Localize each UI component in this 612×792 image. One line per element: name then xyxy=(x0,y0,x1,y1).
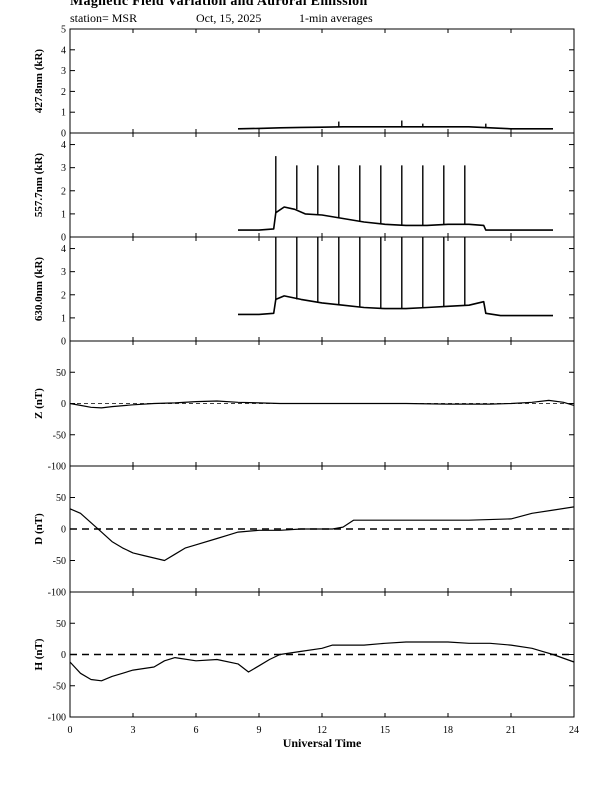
averaging-label: 1-min averages xyxy=(299,11,373,25)
panel-3-frame xyxy=(69,236,575,342)
figure-title: Magnetic Field Variation and Auroral Emi… xyxy=(70,0,368,9)
y-tick-label: 3 xyxy=(61,66,66,77)
panel-1-frame xyxy=(69,28,575,134)
y-tick-label: 0 xyxy=(61,399,66,410)
y-tick-label: 0 xyxy=(61,650,66,661)
y-tick-label: -100 xyxy=(48,588,66,599)
y-tick-label: 4 xyxy=(61,244,66,255)
panel-2-frame xyxy=(69,132,575,238)
y-tick-label: 0 xyxy=(61,233,66,244)
y-tick-label: 1 xyxy=(61,313,66,324)
y-tick-label: -50 xyxy=(53,681,66,692)
y-tick-label: -100 xyxy=(48,462,66,473)
x-tick-label: 3 xyxy=(131,725,136,736)
x-tick-label: 18 xyxy=(443,725,453,736)
y-tick-label: 2 xyxy=(61,186,66,197)
y-tick-label: 3 xyxy=(61,267,66,278)
y-tick-label: -100 xyxy=(48,713,66,724)
x-tick-label: 24 xyxy=(569,725,579,736)
panel-3-ylabel: 630.0nm (kR) xyxy=(33,257,45,322)
y-tick-label: 0 xyxy=(61,337,66,348)
panel-5-ylabel: D (nT) xyxy=(33,513,45,545)
y-tick-label: 4 xyxy=(61,140,66,151)
y-tick-label: 0 xyxy=(61,525,66,536)
y-tick-label: 5 xyxy=(61,25,66,36)
y-tick-label: 50 xyxy=(56,619,66,630)
x-axis-label: Universal Time xyxy=(283,736,362,750)
y-tick-label: 2 xyxy=(61,87,66,98)
station-label: station= MSR xyxy=(70,11,138,25)
y-tick-label: 0 xyxy=(61,129,66,140)
panel-1-series-1-line xyxy=(237,126,553,130)
y-tick-label: 50 xyxy=(56,493,66,504)
y-tick-label: 3 xyxy=(61,163,66,174)
panel-3-series-1-line xyxy=(238,295,553,317)
y-tick-label: 50 xyxy=(56,368,66,379)
panel-2-series-1-line xyxy=(238,206,553,231)
panel-2-ylabel: 557.7nm (kR) xyxy=(33,153,45,218)
y-tick-label: 2 xyxy=(61,290,66,301)
date-label: Oct, 15, 2025 xyxy=(196,11,262,25)
panel-1-ylabel: 427.8nm (kR) xyxy=(33,49,45,114)
x-tick-label: 9 xyxy=(257,725,262,736)
x-tick-label: 15 xyxy=(380,725,390,736)
y-tick-label: 1 xyxy=(61,209,66,220)
x-tick-label: 6 xyxy=(194,725,199,736)
panel-6-series-1-line xyxy=(69,641,575,682)
panel-6-ylabel: H (nT) xyxy=(33,638,45,670)
y-tick-label: 4 xyxy=(61,45,66,56)
panel-4-series-1-line xyxy=(69,399,575,409)
y-tick-label: -50 xyxy=(53,430,66,441)
x-tick-label: 21 xyxy=(506,725,516,736)
y-tick-label: -50 xyxy=(53,556,66,567)
x-tick-label: 12 xyxy=(317,725,327,736)
x-tick-label: 0 xyxy=(68,725,73,736)
panel-4-ylabel: Z (nT) xyxy=(33,388,45,419)
y-tick-label: 1 xyxy=(61,108,66,119)
panel-5-series-1-line xyxy=(69,506,575,562)
